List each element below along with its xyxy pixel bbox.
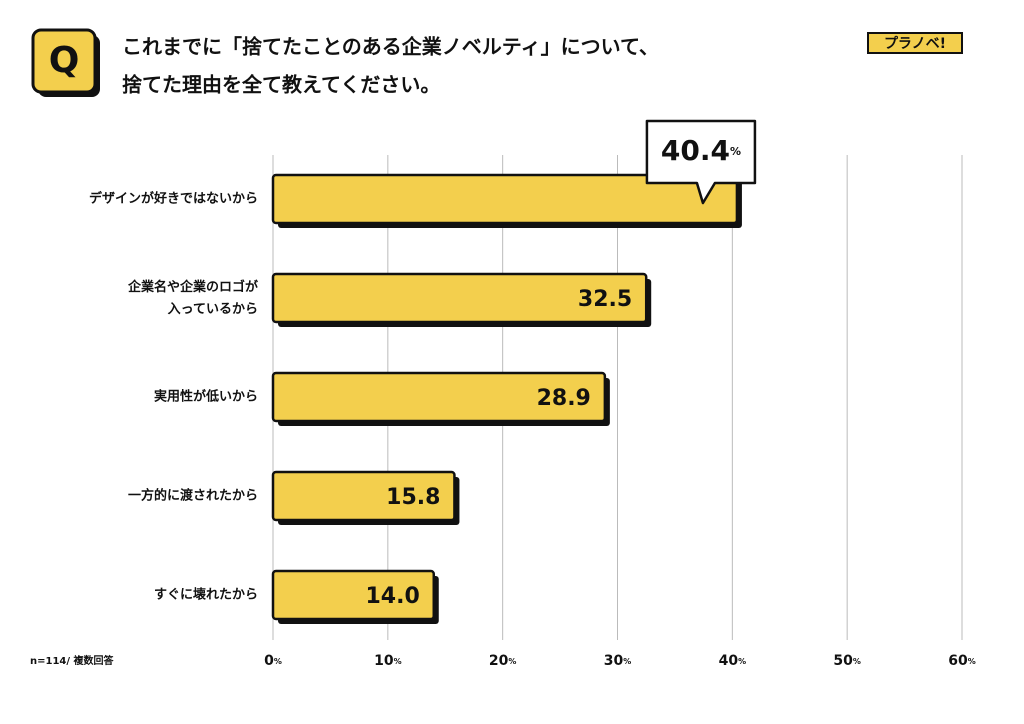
- x-tick-label: 10%: [374, 653, 402, 669]
- x-tick-label: 50%: [833, 653, 861, 669]
- y-tick-label: 一方的に渡されたから: [128, 488, 258, 504]
- value-label: 40.4%: [661, 134, 741, 167]
- value-label: 14.0: [365, 584, 419, 609]
- y-tick-label: すぐに壊れたから: [154, 587, 258, 603]
- logo-box: [867, 32, 963, 54]
- x-tick-label: 40%: [719, 653, 747, 669]
- value-label: 32.5: [578, 287, 632, 312]
- title-line: 捨てた理由を全て教えてください。: [122, 73, 440, 97]
- value-label: 28.9: [537, 386, 591, 411]
- bar: [271, 371, 607, 423]
- title-line: これまでに「捨てたことのある企業ノベルティ」について、: [122, 35, 659, 59]
- icon-text: Q: [49, 40, 80, 81]
- bar: [271, 569, 436, 621]
- y-tick-label: 実用性が低いから: [154, 389, 258, 405]
- x-tick-label: 30%: [604, 653, 632, 669]
- bar: [271, 470, 456, 522]
- x-tick-label: 0%: [264, 653, 282, 669]
- bar: [271, 173, 739, 225]
- x-tick-label: 20%: [489, 653, 516, 669]
- note: n=114/ 複数回答: [30, 654, 115, 667]
- y-tick-label: デザインが好きではないから: [89, 191, 258, 207]
- logo: プラノベ!: [884, 36, 946, 52]
- x-tick-label: 60%: [948, 653, 976, 669]
- icon-box: [31, 28, 97, 94]
- y-tick-label: 企業名や企業のロゴが入っているから: [127, 279, 258, 317]
- callout: [645, 119, 757, 205]
- bar: [271, 272, 648, 324]
- value-label: 15.8: [386, 485, 440, 510]
